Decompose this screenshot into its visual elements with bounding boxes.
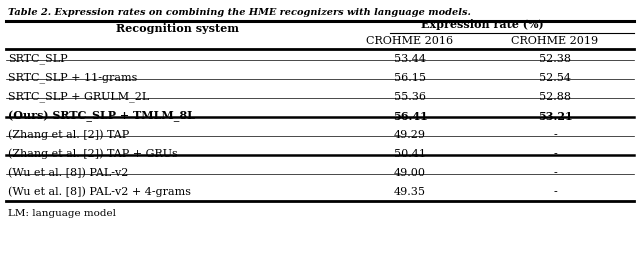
- Text: 49.00: 49.00: [394, 168, 426, 178]
- Text: CROHME 2019: CROHME 2019: [511, 36, 598, 46]
- Text: -: -: [553, 149, 557, 159]
- Text: 56.41: 56.41: [392, 110, 428, 122]
- Text: (Wu et al. [8]) PAL-v2: (Wu et al. [8]) PAL-v2: [8, 168, 129, 178]
- Text: 53.21: 53.21: [538, 110, 572, 122]
- Text: Expression rate (%): Expression rate (%): [421, 19, 544, 29]
- Text: CROHME 2016: CROHME 2016: [367, 36, 454, 46]
- Text: (Wu et al. [8]) PAL-v2 + 4-grams: (Wu et al. [8]) PAL-v2 + 4-grams: [8, 187, 191, 197]
- Text: 53.44: 53.44: [394, 54, 426, 64]
- Text: -: -: [553, 168, 557, 178]
- Text: (Zhang et al. [2]) TAP: (Zhang et al. [2]) TAP: [8, 130, 129, 140]
- Text: 52.54: 52.54: [539, 73, 571, 83]
- Text: (Zhang et al. [2]) TAP + GRUs: (Zhang et al. [2]) TAP + GRUs: [8, 149, 178, 159]
- Text: -: -: [553, 130, 557, 140]
- Text: 55.36: 55.36: [394, 92, 426, 102]
- Text: (Ours) SRTC_SLP + TMLM_8L: (Ours) SRTC_SLP + TMLM_8L: [8, 110, 195, 122]
- Text: 50.41: 50.41: [394, 149, 426, 159]
- Text: 52.88: 52.88: [539, 92, 571, 102]
- Text: 52.38: 52.38: [539, 54, 571, 64]
- Text: LM: language model: LM: language model: [8, 209, 116, 218]
- Text: Table 2. Expression rates on combining the HME recognizers with language models.: Table 2. Expression rates on combining t…: [8, 8, 471, 17]
- Text: Recognition system: Recognition system: [116, 22, 239, 33]
- Text: -: -: [553, 187, 557, 197]
- Text: SRTC_SLP: SRTC_SLP: [8, 54, 68, 64]
- Text: SRTC_SLP + GRULM_2L: SRTC_SLP + GRULM_2L: [8, 92, 149, 102]
- Text: 56.15: 56.15: [394, 73, 426, 83]
- Text: SRTC_SLP + 11-grams: SRTC_SLP + 11-grams: [8, 73, 138, 83]
- Text: 49.29: 49.29: [394, 130, 426, 140]
- Text: 49.35: 49.35: [394, 187, 426, 197]
